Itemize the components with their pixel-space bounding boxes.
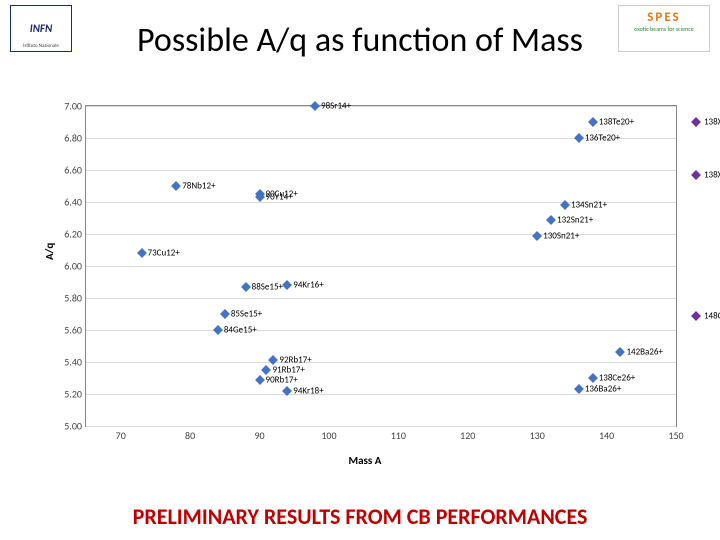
chart-xtick: 140: [599, 429, 614, 442]
footer-text: PRELIMINARY RESULTS FROM CB PERFORMANCES: [0, 503, 720, 530]
chart-ytick: 6.60: [48, 164, 82, 177]
chart-point-label: 148Ce26+: [704, 310, 720, 321]
chart-point: [691, 117, 701, 127]
chart-point: [137, 248, 147, 258]
chart-ytick: 5.80: [48, 292, 82, 305]
chart-point-label: 138Ce26+: [599, 373, 636, 384]
chart-ytick: 5.00: [48, 420, 82, 433]
chart-point-label: 94Kr16+: [293, 280, 323, 291]
chart-point-label: 136Te20+: [585, 133, 620, 144]
chart-point: [255, 375, 265, 385]
chart-ytick: 6.40: [48, 196, 82, 209]
chart-ytick: 6.00: [48, 260, 82, 273]
chart-point-label: 84Ge15+: [224, 325, 257, 336]
chart-point-label: 142Ba26+: [626, 347, 663, 358]
chart-point: [532, 231, 542, 241]
chart-xlabel: Mass A: [45, 454, 685, 467]
chart-xtick: 120: [460, 429, 475, 442]
chart-point: [171, 181, 181, 191]
chart-point-label: 90Y14+: [266, 192, 293, 203]
chart-point-label: 78Nb12+: [182, 181, 215, 192]
chart-plot-area: 5.005.205.405.605.806.006.206.406.606.80…: [85, 105, 677, 427]
chart-gridline: [86, 362, 676, 363]
chart-point: [691, 170, 701, 180]
chart-gridline: [86, 170, 676, 171]
chart-point-label: 134Sn21+: [571, 200, 607, 211]
chart-xtick: 150: [668, 429, 683, 442]
chart-point-label: 90Rb17+: [266, 374, 298, 385]
chart-ytick: 5.40: [48, 356, 82, 369]
chart-gridline: [86, 266, 676, 267]
chart-point: [220, 309, 230, 319]
chart-gridline: [86, 234, 676, 235]
chart-ytick: 7.00: [48, 100, 82, 113]
chart-point: [546, 215, 556, 225]
chart-point: [588, 373, 598, 383]
chart-xtick: 80: [185, 429, 195, 442]
chart-point-label: 94Kr18+: [293, 385, 323, 396]
chart-xtick: 70: [116, 429, 126, 442]
chart-point: [574, 133, 584, 143]
chart-xtick: 130: [530, 429, 545, 442]
chart-point-label: 130Sn21+: [543, 230, 579, 241]
chart-gridline: [86, 426, 676, 427]
chart-point: [691, 311, 701, 321]
chart-ytick: 6.20: [48, 228, 82, 241]
chart-point: [574, 384, 584, 394]
chart-point: [241, 282, 251, 292]
chart-point-label: 98Sr14+: [321, 101, 351, 112]
chart-point-label: 88Se15+: [252, 281, 283, 292]
chart-point: [588, 117, 598, 127]
chart-point-label: 138Xe20+: [704, 117, 720, 128]
chart-gridline: [86, 330, 676, 331]
chart-point: [213, 325, 223, 335]
chart-ytick: 6.80: [48, 132, 82, 145]
chart-xtick: 90: [254, 429, 264, 442]
chart-ylabel: A/q: [43, 243, 56, 260]
chart-ytick: 5.20: [48, 388, 82, 401]
chart-point-label: 138Te20+: [599, 117, 634, 128]
chart-point: [282, 280, 292, 290]
chart-point-label: 136Ba26+: [585, 384, 622, 395]
chart-point-label: 138Xe21+: [704, 169, 720, 180]
chart-point-label: 132Sn21+: [557, 214, 593, 225]
page-title: Possible A/q as function of Mass: [0, 20, 720, 61]
chart-gridline: [86, 298, 676, 299]
chart-point-label: 73Cu12+: [148, 248, 180, 259]
chart-gridline: [86, 106, 676, 107]
chart-point: [616, 347, 626, 357]
chart-xtick: 100: [321, 429, 336, 442]
chart-point: [310, 101, 320, 111]
chart-xtick: 110: [391, 429, 406, 442]
aq-mass-chart: A/q 5.005.205.405.605.806.006.206.406.60…: [45, 100, 685, 465]
chart-ytick: 5.60: [48, 324, 82, 337]
chart-point-label: 85Se15+: [231, 309, 262, 320]
